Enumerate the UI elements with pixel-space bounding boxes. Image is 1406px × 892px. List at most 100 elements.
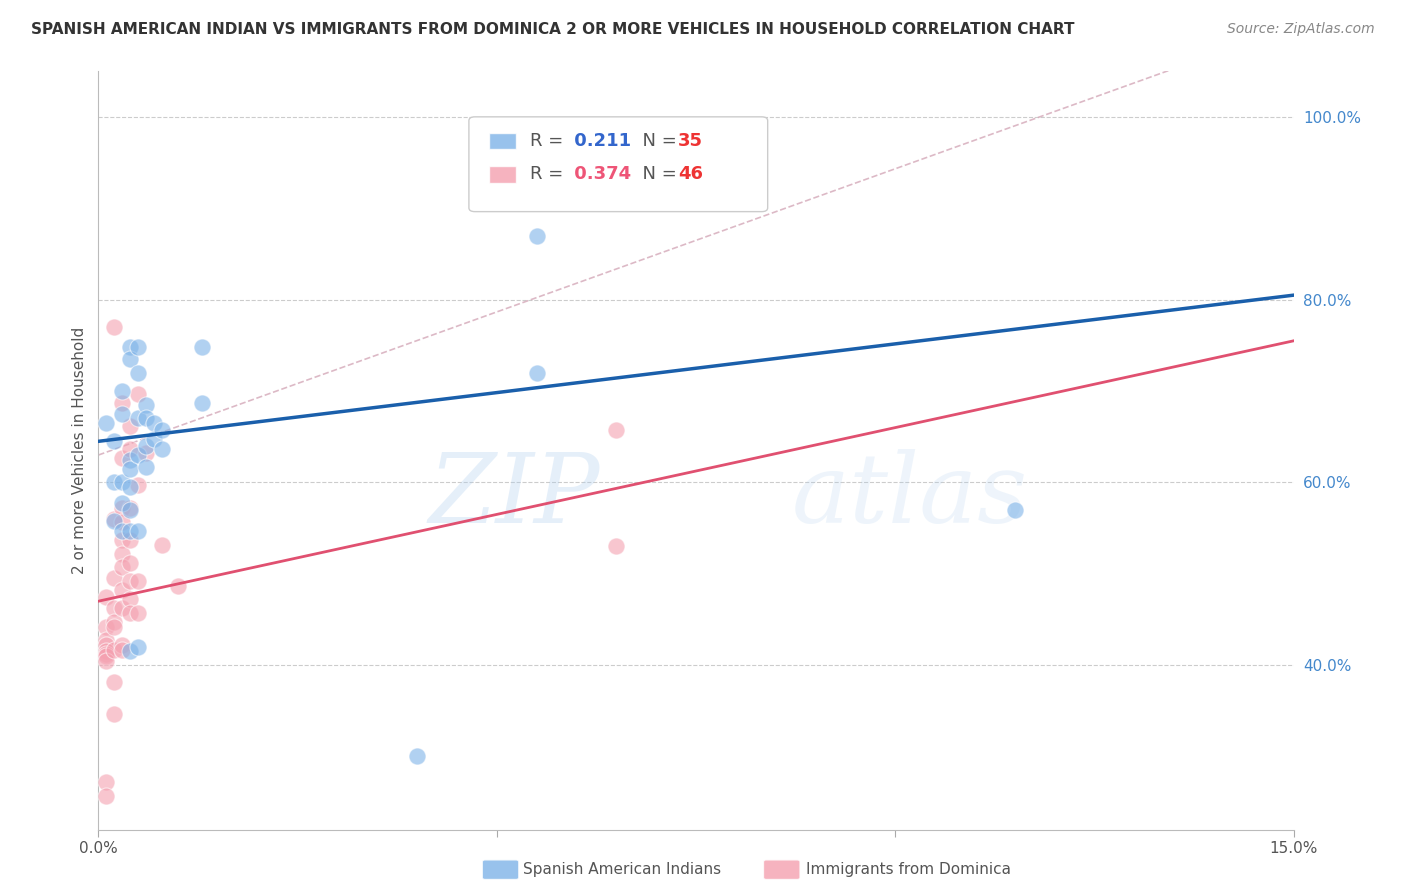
Point: [96, 775, 118, 789]
Point: [605, 423, 627, 437]
Point: [111, 496, 134, 510]
Point: [96, 632, 118, 647]
Point: [127, 478, 149, 492]
Point: [120, 480, 142, 494]
Point: [150, 537, 173, 551]
Point: [111, 547, 134, 561]
Point: [96, 644, 118, 658]
Point: [111, 450, 134, 465]
Point: [120, 461, 142, 475]
Point: [135, 398, 157, 412]
Text: 35: 35: [678, 132, 703, 150]
Text: Spanish American Indians: Spanish American Indians: [523, 863, 721, 877]
Point: [127, 574, 149, 588]
Point: [120, 556, 142, 570]
Point: [150, 442, 173, 456]
Point: [96, 648, 118, 663]
Point: [127, 640, 149, 654]
Point: [96, 620, 118, 634]
Point: [127, 524, 149, 538]
Point: [111, 515, 134, 529]
Point: [103, 512, 125, 526]
Point: [120, 606, 142, 620]
Bar: [489, 133, 516, 150]
Text: R =: R =: [530, 166, 569, 184]
Point: [127, 387, 149, 401]
Point: [120, 501, 142, 516]
Point: [526, 228, 548, 243]
Text: Immigrants from Dominica: Immigrants from Dominica: [806, 863, 1011, 877]
Point: [111, 475, 134, 490]
Point: [526, 366, 548, 380]
Point: [120, 524, 142, 538]
Text: R =: R =: [530, 132, 569, 150]
Point: [111, 407, 134, 421]
Point: [120, 574, 142, 588]
Point: [127, 606, 149, 620]
Text: 0.211: 0.211: [568, 132, 631, 150]
Text: SPANISH AMERICAN INDIAN VS IMMIGRANTS FROM DOMINICA 2 OR MORE VEHICLES IN HOUSEH: SPANISH AMERICAN INDIAN VS IMMIGRANTS FR…: [31, 22, 1074, 37]
Point: [191, 396, 214, 410]
Point: [135, 439, 157, 453]
Point: [111, 583, 134, 598]
Text: N =: N =: [631, 132, 683, 150]
Point: [127, 411, 149, 425]
Point: [143, 433, 166, 447]
Point: [103, 615, 125, 630]
Bar: [489, 166, 516, 183]
Text: ZIP: ZIP: [429, 449, 600, 543]
Point: [96, 638, 118, 652]
Point: [96, 647, 118, 661]
Point: [111, 384, 134, 398]
Point: [96, 416, 118, 430]
Point: [120, 592, 142, 607]
Point: [120, 503, 142, 517]
Point: [111, 642, 134, 657]
Text: N =: N =: [631, 166, 683, 184]
Point: [103, 620, 125, 634]
Point: [150, 423, 173, 437]
Point: [120, 533, 142, 547]
Point: [111, 638, 134, 652]
Point: [103, 601, 125, 615]
Point: [111, 501, 134, 516]
Point: [103, 706, 125, 721]
Point: [135, 411, 157, 425]
FancyBboxPatch shape: [470, 117, 768, 211]
Point: [120, 644, 142, 658]
Point: [111, 396, 134, 410]
Point: [605, 540, 627, 554]
Point: [167, 579, 190, 593]
Point: [120, 418, 142, 433]
Point: [127, 366, 149, 380]
Point: [103, 571, 125, 585]
Point: [127, 448, 149, 462]
Point: [406, 749, 429, 764]
Point: [120, 442, 142, 456]
Point: [143, 416, 166, 430]
Point: [1004, 503, 1026, 517]
Point: [96, 789, 118, 803]
Text: 46: 46: [678, 166, 703, 184]
Text: Source: ZipAtlas.com: Source: ZipAtlas.com: [1227, 22, 1375, 37]
Point: [127, 340, 149, 354]
Point: [111, 533, 134, 547]
Point: [120, 352, 142, 367]
Point: [111, 560, 134, 574]
Point: [120, 340, 142, 354]
Point: [120, 452, 142, 467]
Point: [111, 601, 134, 615]
Point: [103, 514, 125, 528]
Point: [111, 524, 134, 538]
Point: [96, 654, 118, 668]
Point: [103, 475, 125, 490]
Point: [103, 674, 125, 689]
Text: atlas: atlas: [792, 449, 1028, 543]
Point: [103, 642, 125, 657]
Point: [135, 446, 157, 460]
Point: [103, 320, 125, 334]
Y-axis label: 2 or more Vehicles in Household: 2 or more Vehicles in Household: [72, 326, 87, 574]
Point: [103, 434, 125, 449]
Point: [96, 590, 118, 604]
Point: [135, 459, 157, 474]
